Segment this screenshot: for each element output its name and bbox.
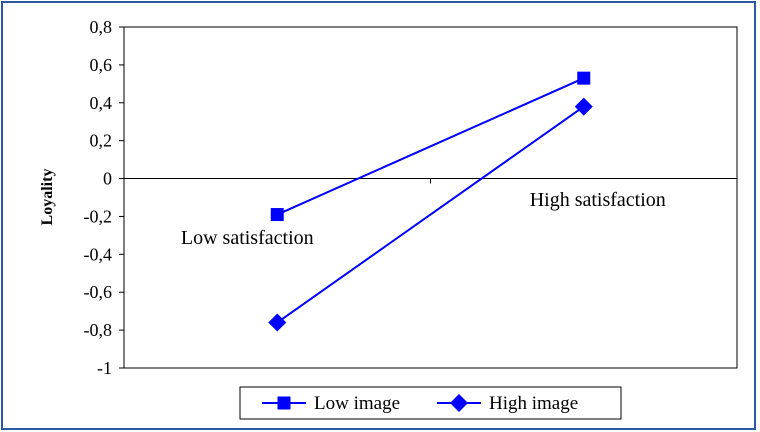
category-labels: Low satisfaction High satisfaction xyxy=(181,189,666,249)
y-tick-label: 0,2 xyxy=(90,131,113,151)
plot-border xyxy=(123,26,738,369)
legend-box xyxy=(239,386,622,420)
y-axis: 0,8 0,6 0,4 0,2 0 -0,2 -0,4 -0,6 -0,8 -1 xyxy=(84,17,124,378)
y-tick-label: 0,8 xyxy=(90,17,113,37)
series-line-1 xyxy=(276,105,585,324)
y-tick-label: -0,4 xyxy=(84,244,113,264)
y-tick-label: 0,4 xyxy=(90,93,113,113)
legend-label: High image xyxy=(489,393,578,414)
y-tick-label: 0,6 xyxy=(90,55,113,75)
y-tick-label: -0,2 xyxy=(84,206,113,226)
y-axis-label: Loyality xyxy=(39,169,56,226)
series-layer xyxy=(268,71,593,332)
legend-marker xyxy=(277,396,291,410)
y-tick-label: 0 xyxy=(103,169,112,189)
y-tick-label: -0,6 xyxy=(84,282,113,302)
series-line-0 xyxy=(276,77,585,216)
x-category-label: High satisfaction xyxy=(530,189,666,211)
plot-area xyxy=(123,26,738,369)
legend: Low image High image xyxy=(239,386,622,420)
data-point-1 xyxy=(574,97,593,116)
data-point-0 xyxy=(270,208,284,222)
data-point-1 xyxy=(268,313,287,332)
x-axis xyxy=(123,178,738,184)
y-tick-label: -0,8 xyxy=(84,320,113,340)
x-category-label: Low satisfaction xyxy=(181,227,314,249)
legend-label: Low image xyxy=(314,393,400,414)
legend-marker xyxy=(450,394,468,412)
data-point-0 xyxy=(577,71,591,85)
y-tick-label: -1 xyxy=(97,358,112,378)
